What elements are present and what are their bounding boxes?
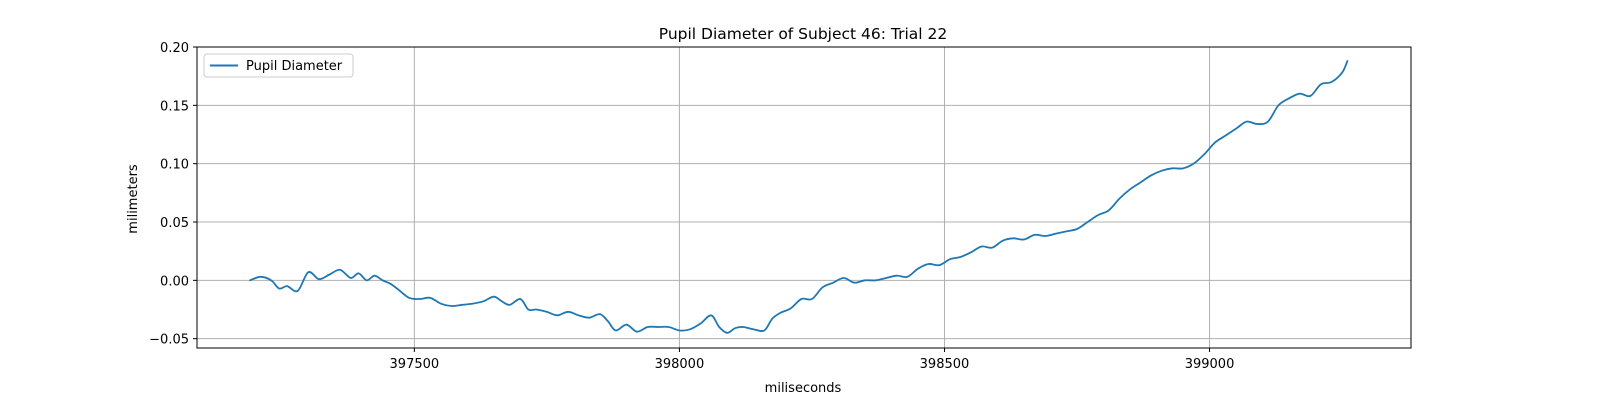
legend: Pupil Diameter	[203, 53, 354, 78]
x-tick-label: 397500	[390, 357, 440, 372]
y-tick-label: −0.05	[149, 333, 189, 348]
x-tick-label: 399000	[1185, 357, 1235, 372]
ticks: 397500 398000 398500 399000 −0.05 0.00 0.05 0.1…	[149, 41, 1234, 372]
series-line-pupil-diameter	[249, 60, 1349, 334]
y-axis-label: milimeters	[126, 164, 141, 234]
legend-label: Pupil Diameter	[246, 59, 343, 74]
series-layer	[249, 60, 1349, 334]
y-tick-label: 0.20	[160, 41, 189, 56]
chart-title: Pupil Diameter of Subject 46: Trial 22	[659, 25, 948, 43]
y-tick-label: 0.00	[160, 274, 189, 289]
x-tick-label: 398500	[920, 357, 970, 372]
plot-frame	[196, 46, 1412, 349]
y-tick-label: 0.10	[160, 158, 189, 173]
y-tick-label: 0.05	[160, 216, 189, 231]
x-axis-label: miliseconds	[765, 381, 842, 396]
y-tick-label: 0.15	[160, 99, 189, 114]
x-tick-label: 398000	[655, 357, 705, 372]
legend-box	[203, 53, 354, 78]
